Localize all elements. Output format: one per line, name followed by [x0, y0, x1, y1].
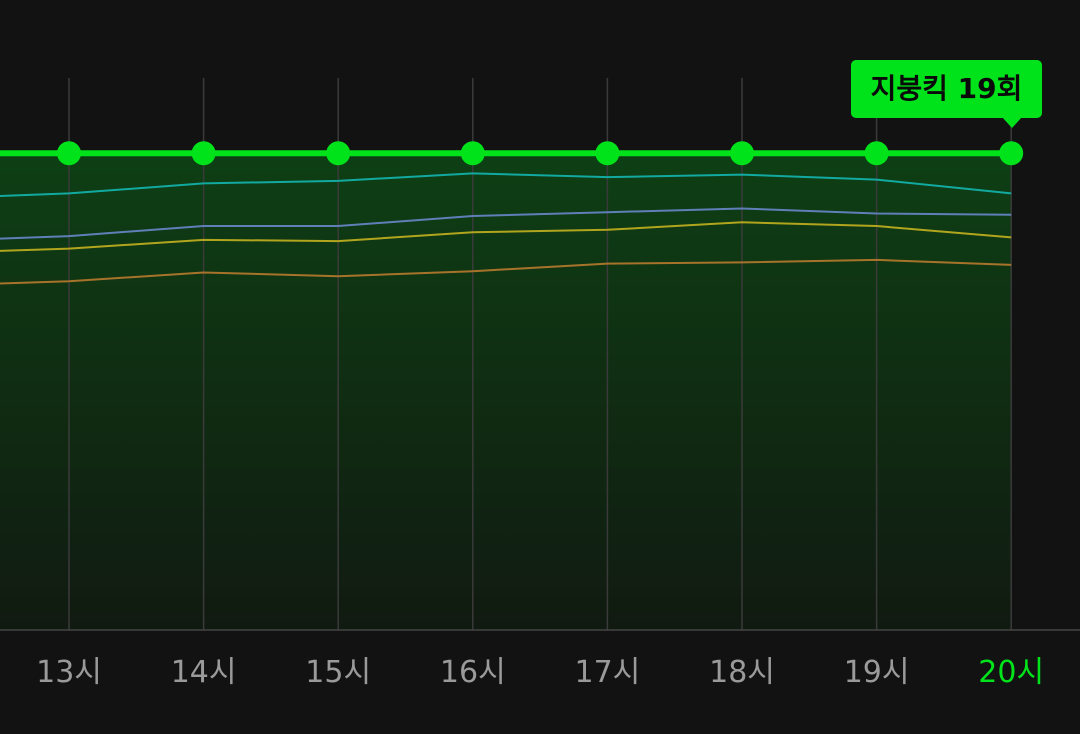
series-line-1 [0, 172, 1012, 197]
series-line-4 [0, 258, 1012, 285]
highlight-point-19시 [864, 141, 889, 166]
highlight-point-17시 [595, 141, 620, 166]
x-tick-label-20시: 20시 [978, 655, 1044, 690]
value-tooltip: 지붕킥 19회 [851, 60, 1042, 118]
highlight-point-18시 [730, 141, 754, 166]
highlight-area [0, 153, 1012, 631]
x-tick-label-18시: 18시 [709, 655, 775, 690]
x-tick-label-15시: 15시 [305, 655, 371, 690]
highlight-area-fill [0, 153, 1012, 631]
tooltip-pointer [1002, 117, 1022, 128]
series-lines [0, 150, 1012, 285]
x-tick-label-19시: 19시 [844, 655, 910, 690]
highlight-point-13시 [57, 141, 81, 166]
x-tick-label-17시: 17시 [575, 655, 641, 690]
highlight-point-16시 [460, 141, 485, 166]
series-line-3 [0, 221, 1012, 252]
highlight-points [57, 141, 1024, 166]
x-tick-label-13시: 13시 [36, 655, 102, 690]
x-tick-label-16시: 16시 [440, 655, 506, 690]
highlight-point-14시 [191, 141, 216, 166]
highlight-point-20시 [999, 141, 1024, 166]
x-axis: 13시 14시 15시 16시 17시 18시 19시 20시 [36, 655, 1044, 690]
highlight-point-15시 [326, 141, 351, 166]
series-line-2 [0, 207, 1012, 240]
x-tick-label-14시: 14시 [171, 655, 237, 690]
grid-lines [0, 78, 1080, 631]
